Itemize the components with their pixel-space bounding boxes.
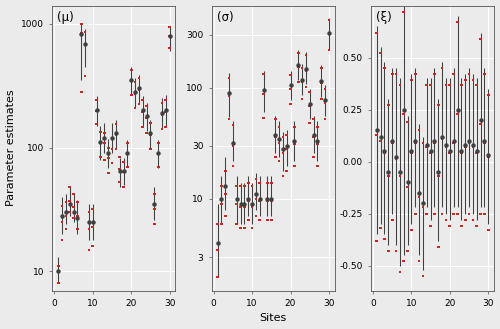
Y-axis label: Parameter estimates: Parameter estimates <box>6 90 16 206</box>
X-axis label: Sites: Sites <box>260 314 287 323</box>
Text: (ξ): (ξ) <box>376 11 392 24</box>
Text: (σ): (σ) <box>216 11 234 24</box>
Text: (μ): (μ) <box>58 11 74 24</box>
